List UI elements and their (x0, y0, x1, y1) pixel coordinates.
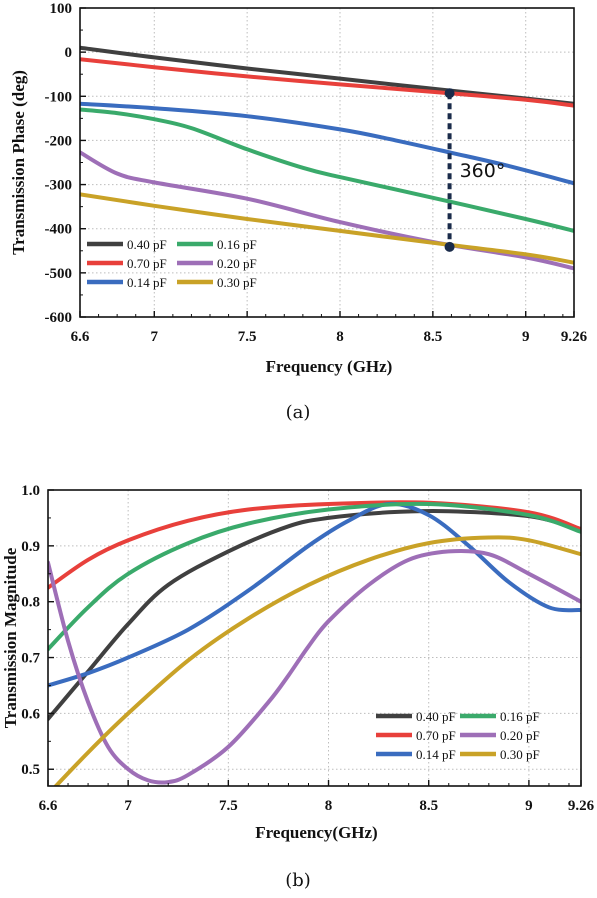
x-tick-label: 7.5 (238, 329, 257, 345)
series-line-0-16-pf (80, 107, 574, 233)
magnitude-chart-x-axis-label: Frequency(GHz) (255, 823, 377, 842)
y-tick-label: 100 (50, 1, 73, 17)
phase-chart-legend: 0.40 pF 0.16 pF 0.70 pF 0.20 pF 0.14 pF 0.30 … (87, 237, 257, 290)
series-line-0-40-pf (48, 508, 581, 721)
x-tick-label: 6.6 (39, 798, 58, 814)
series-line-0-70-pf (48, 500, 581, 590)
x-tick-label: 7 (151, 329, 159, 345)
legend-entry-label: 0.40 pF (416, 709, 456, 724)
phase-difference-label: 360° (460, 160, 506, 182)
legend-entry-label: 0.30 pF (500, 747, 540, 762)
magnitude-chart-panel: 6.6 7 7.5 8 8.5 9 9.26 1.0 0.9 0.8 0.7 0.6 0.5 0.40 … (1, 483, 595, 891)
x-tick-label: 6.6 (71, 329, 90, 345)
magnitude-chart-legend: 0.40 pF 0.16 pF 0.70 pF 0.20 pF 0.14 pF 0.30 … (376, 709, 540, 762)
y-tick-label: -600 (45, 310, 73, 326)
legend-entry-label: 0.20 pF (217, 256, 257, 271)
legend-entry-label: 0.30 pF (217, 275, 257, 290)
phase-chart-caption: (a) (286, 402, 311, 423)
magnitude-chart-caption: (b) (285, 870, 311, 891)
series-line-0-14-pf (80, 101, 574, 186)
magnitude-chart-ticks: 6.6 7 7.5 8 8.5 9 9.26 1.0 0.9 0.8 0.7 0.6 0.5 (21, 483, 594, 814)
x-tick-label: 7.5 (219, 798, 238, 814)
legend-entry-label: 0.16 pF (217, 237, 257, 252)
magnitude-chart-frame (47, 489, 582, 787)
x-tick-label: 9.26 (561, 329, 588, 345)
legend-entry-label: 0.70 pF (127, 256, 167, 271)
legend-entry-label: 0.40 pF (127, 237, 167, 252)
series-line-0-16-pf (48, 501, 581, 652)
series-line-0-40-pf (80, 45, 574, 106)
series-line-0-30-pf (80, 192, 574, 265)
series-line-0-30-pf (53, 535, 581, 786)
series-line-0-20-pf (80, 150, 574, 271)
y-tick-label: 0 (65, 45, 73, 61)
y-tick-label: 0.7 (21, 651, 40, 667)
magnitude-chart-y-axis-label: Transmission Magnitude (1, 547, 20, 728)
x-tick-label: 8 (325, 798, 333, 814)
y-tick-label: -100 (45, 89, 73, 105)
x-tick-label: 9.26 (568, 798, 595, 814)
x-tick-label: 8 (336, 329, 344, 345)
y-tick-label: -200 (45, 133, 73, 149)
legend-entry-label: 0.70 pF (416, 728, 456, 743)
magnitude-chart-series (48, 500, 581, 786)
phase-difference-top-marker (444, 88, 455, 99)
phase-chart-series (80, 45, 574, 271)
x-tick-label: 7 (124, 798, 132, 814)
y-tick-label: -500 (45, 266, 73, 282)
magnitude-chart-grid (48, 490, 581, 786)
phase-chart-ticks: 6.6 7 7.5 8 8.5 9 9.26 100 0 -100 -200 -300 -400 -500… (45, 1, 588, 345)
legend-entry-label: 0.20 pF (500, 728, 540, 743)
y-tick-label: 1.0 (21, 483, 40, 499)
y-tick-label: 0.8 (21, 595, 40, 611)
phase-chart-x-axis-label: Frequency (GHz) (266, 357, 393, 376)
phase-chart-annotation: 360° (444, 88, 506, 252)
y-tick-label: 0.9 (21, 539, 40, 555)
x-tick-label: 8.5 (423, 329, 442, 345)
legend-entry-label: 0.14 pF (416, 747, 456, 762)
x-tick-label: 8.5 (419, 798, 438, 814)
x-tick-label: 9 (525, 798, 533, 814)
phase-chart-grid (80, 8, 574, 317)
y-tick-label: -400 (45, 222, 73, 238)
series-line-0-14-pf (48, 501, 581, 688)
legend-entry-label: 0.16 pF (500, 709, 540, 724)
x-tick-label: 9 (522, 329, 530, 345)
y-tick-label: -300 (45, 178, 73, 194)
y-tick-label: 0.6 (21, 706, 40, 722)
series-line-0-70-pf (80, 57, 574, 108)
y-tick-label: 0.5 (21, 762, 40, 778)
legend-entry-label: 0.14 pF (127, 275, 167, 290)
series-line-0-20-pf (48, 548, 581, 785)
phase-difference-bottom-marker (444, 241, 455, 252)
phase-chart-panel: 360° 6.6 7 7.5 8 8.5 9 9.26 100 0 -100 -200 -300 -40… (9, 1, 588, 423)
phase-chart-y-axis-label: Transmission Phase (deg) (9, 70, 28, 255)
